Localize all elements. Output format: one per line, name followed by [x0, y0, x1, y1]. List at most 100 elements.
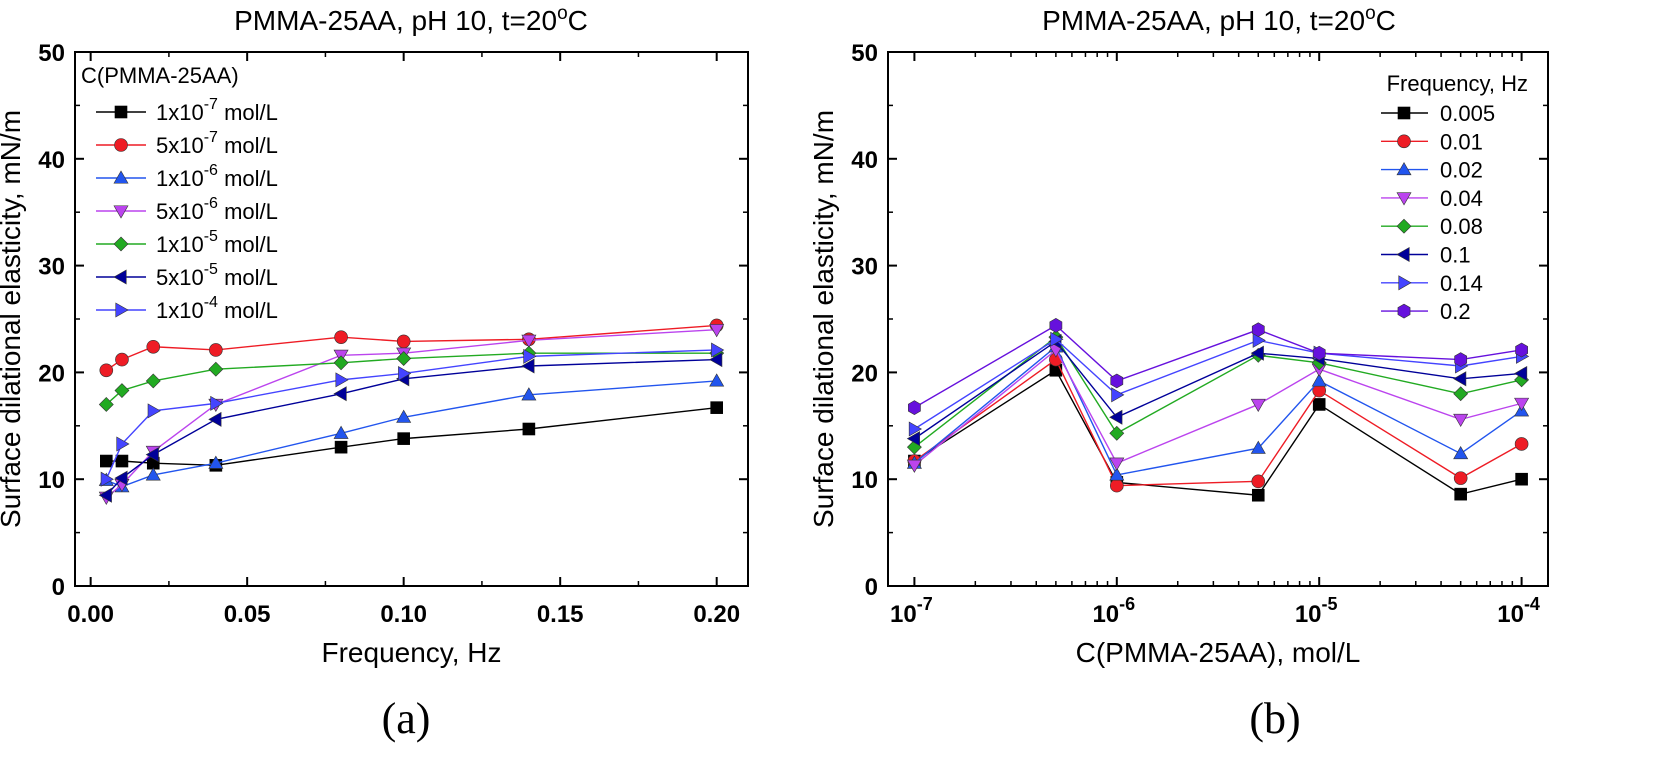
- data-point: [98, 487, 112, 503]
- data-point: [1110, 373, 1124, 389]
- legend-label: 0.2: [1440, 299, 1471, 324]
- legend-unit: mol/L: [218, 199, 278, 224]
- series-line: [913, 345, 1523, 476]
- series-0: [908, 363, 1528, 502]
- data-point: [333, 386, 347, 402]
- data-point: [1049, 318, 1063, 333]
- legend-label: 0.005: [1440, 101, 1495, 126]
- series-line: [105, 328, 717, 498]
- y-tick-label: 30: [851, 254, 878, 281]
- chart-title: PMMA-25AA, pH 10, t=20oC: [1042, 3, 1396, 36]
- data-point: [1251, 322, 1265, 338]
- legend-marker: [113, 170, 129, 184]
- chart-title-unit: C: [1376, 5, 1396, 36]
- x-tick-label: 0.15: [537, 601, 584, 628]
- data-point: [1513, 365, 1528, 381]
- legend-item: 0.1: [1381, 243, 1471, 268]
- data-point: [1109, 425, 1125, 441]
- data-point: [521, 334, 537, 348]
- legend-item: 5x10-6 mol/L: [96, 195, 278, 224]
- y-tick-label: 30: [38, 254, 65, 281]
- data-point: [99, 363, 114, 378]
- legend-item: 1x10-7 mol/L: [96, 96, 278, 125]
- legend-marker: [1397, 134, 1411, 149]
- chart-title-superscript: o: [1365, 3, 1376, 24]
- panel-label: (b): [1249, 694, 1300, 743]
- legend-label: 5x10-6 mol/L: [156, 195, 278, 224]
- legend-marker: [1396, 218, 1412, 234]
- data-point: [396, 409, 412, 423]
- legend: Frequency, Hz 0.005 0.01 0.02 0.04 0.08 0.1 0.1…: [1381, 71, 1528, 324]
- legend-label: 0.08: [1440, 214, 1483, 239]
- legend-item: 0.01: [1381, 129, 1483, 154]
- x-tick-exponent: -6: [1119, 594, 1135, 614]
- data-point: [709, 373, 725, 387]
- legend-label: 5x10-7 mol/L: [156, 129, 278, 158]
- legend-item: 0.08: [1381, 214, 1483, 239]
- x-tick-label: 0.00: [67, 601, 114, 628]
- data-point: [116, 436, 130, 452]
- legend-unit: mol/L: [218, 100, 278, 125]
- data-point: [145, 447, 159, 463]
- data-point: [396, 334, 411, 349]
- legend-item: 0.005: [1381, 101, 1495, 126]
- y-tick-label: 0: [865, 574, 878, 601]
- series-6: [100, 342, 725, 487]
- legend-unit: mol/L: [218, 166, 278, 191]
- data-point: [115, 454, 129, 468]
- data-point: [209, 343, 223, 357]
- data-point: [1250, 440, 1266, 454]
- series-1: [907, 352, 1529, 493]
- y-tick-label: 20: [851, 360, 878, 387]
- data-point: [906, 459, 922, 473]
- data-point: [114, 470, 128, 486]
- chart-panel-a: PMMA-25AA, pH 10, t=20oC 0 10 20 30 40 50 0.00 0…: [0, 3, 749, 743]
- legend-label: 0.02: [1440, 158, 1483, 183]
- chart-title-unit: C: [568, 5, 588, 36]
- data-point: [1453, 471, 1468, 485]
- y-axis-label: Surface dilational elasticity, mN/m: [0, 110, 26, 528]
- legend-exponent: -7: [204, 129, 218, 146]
- legend-item: 0.04: [1381, 186, 1483, 211]
- data-point: [1110, 478, 1124, 493]
- data-point: [333, 355, 349, 371]
- legend-exponent: -6: [204, 195, 218, 212]
- y-tick-label: 40: [38, 147, 65, 174]
- y-tick-label: 10: [851, 467, 878, 494]
- data-point: [146, 339, 161, 354]
- legend-item: 5x10-5 mol/L: [96, 261, 278, 290]
- legend-marker: [1396, 246, 1410, 263]
- series-line: [913, 358, 1522, 487]
- series-5: [906, 333, 1528, 447]
- data-point: [1453, 413, 1469, 427]
- data-point: [114, 383, 130, 398]
- legend-label: 1x10-5 mol/L: [156, 228, 278, 257]
- data-point: [1312, 345, 1326, 361]
- legend-item: 0.14: [1381, 271, 1483, 296]
- legend-marker: [113, 269, 127, 285]
- series-5: [98, 352, 723, 503]
- data-point: [1252, 332, 1266, 348]
- x-tick-label: 0.05: [224, 601, 271, 628]
- data-point: [1311, 373, 1327, 387]
- data-point: [334, 330, 348, 344]
- legend-label: 0.01: [1440, 129, 1483, 154]
- data-point: [1453, 386, 1469, 402]
- legend-title: Frequency, Hz: [1387, 71, 1528, 96]
- legend-item: 0.02: [1381, 158, 1483, 183]
- data-point: [1251, 474, 1266, 489]
- data-point: [1109, 457, 1125, 471]
- legend-marker: [113, 205, 129, 219]
- data-point: [334, 440, 348, 454]
- data-point: [396, 351, 412, 366]
- data-point: [521, 387, 537, 401]
- y-tick-label: 10: [38, 467, 65, 494]
- data-point: [906, 431, 920, 447]
- data-point: [115, 352, 129, 367]
- legend-title: C(PMMA-25AA): [81, 63, 239, 88]
- chart-panel-b: PMMA-25AA, pH 10, t=20oC 0 10 20 30 40 50 10-7 1…: [808, 3, 1549, 743]
- legend-item: 1x10-5 mol/L: [96, 228, 278, 257]
- legend-unit: mol/L: [218, 133, 278, 158]
- legend-label: 0.04: [1440, 186, 1483, 211]
- x-tick-label: 0.10: [380, 601, 427, 628]
